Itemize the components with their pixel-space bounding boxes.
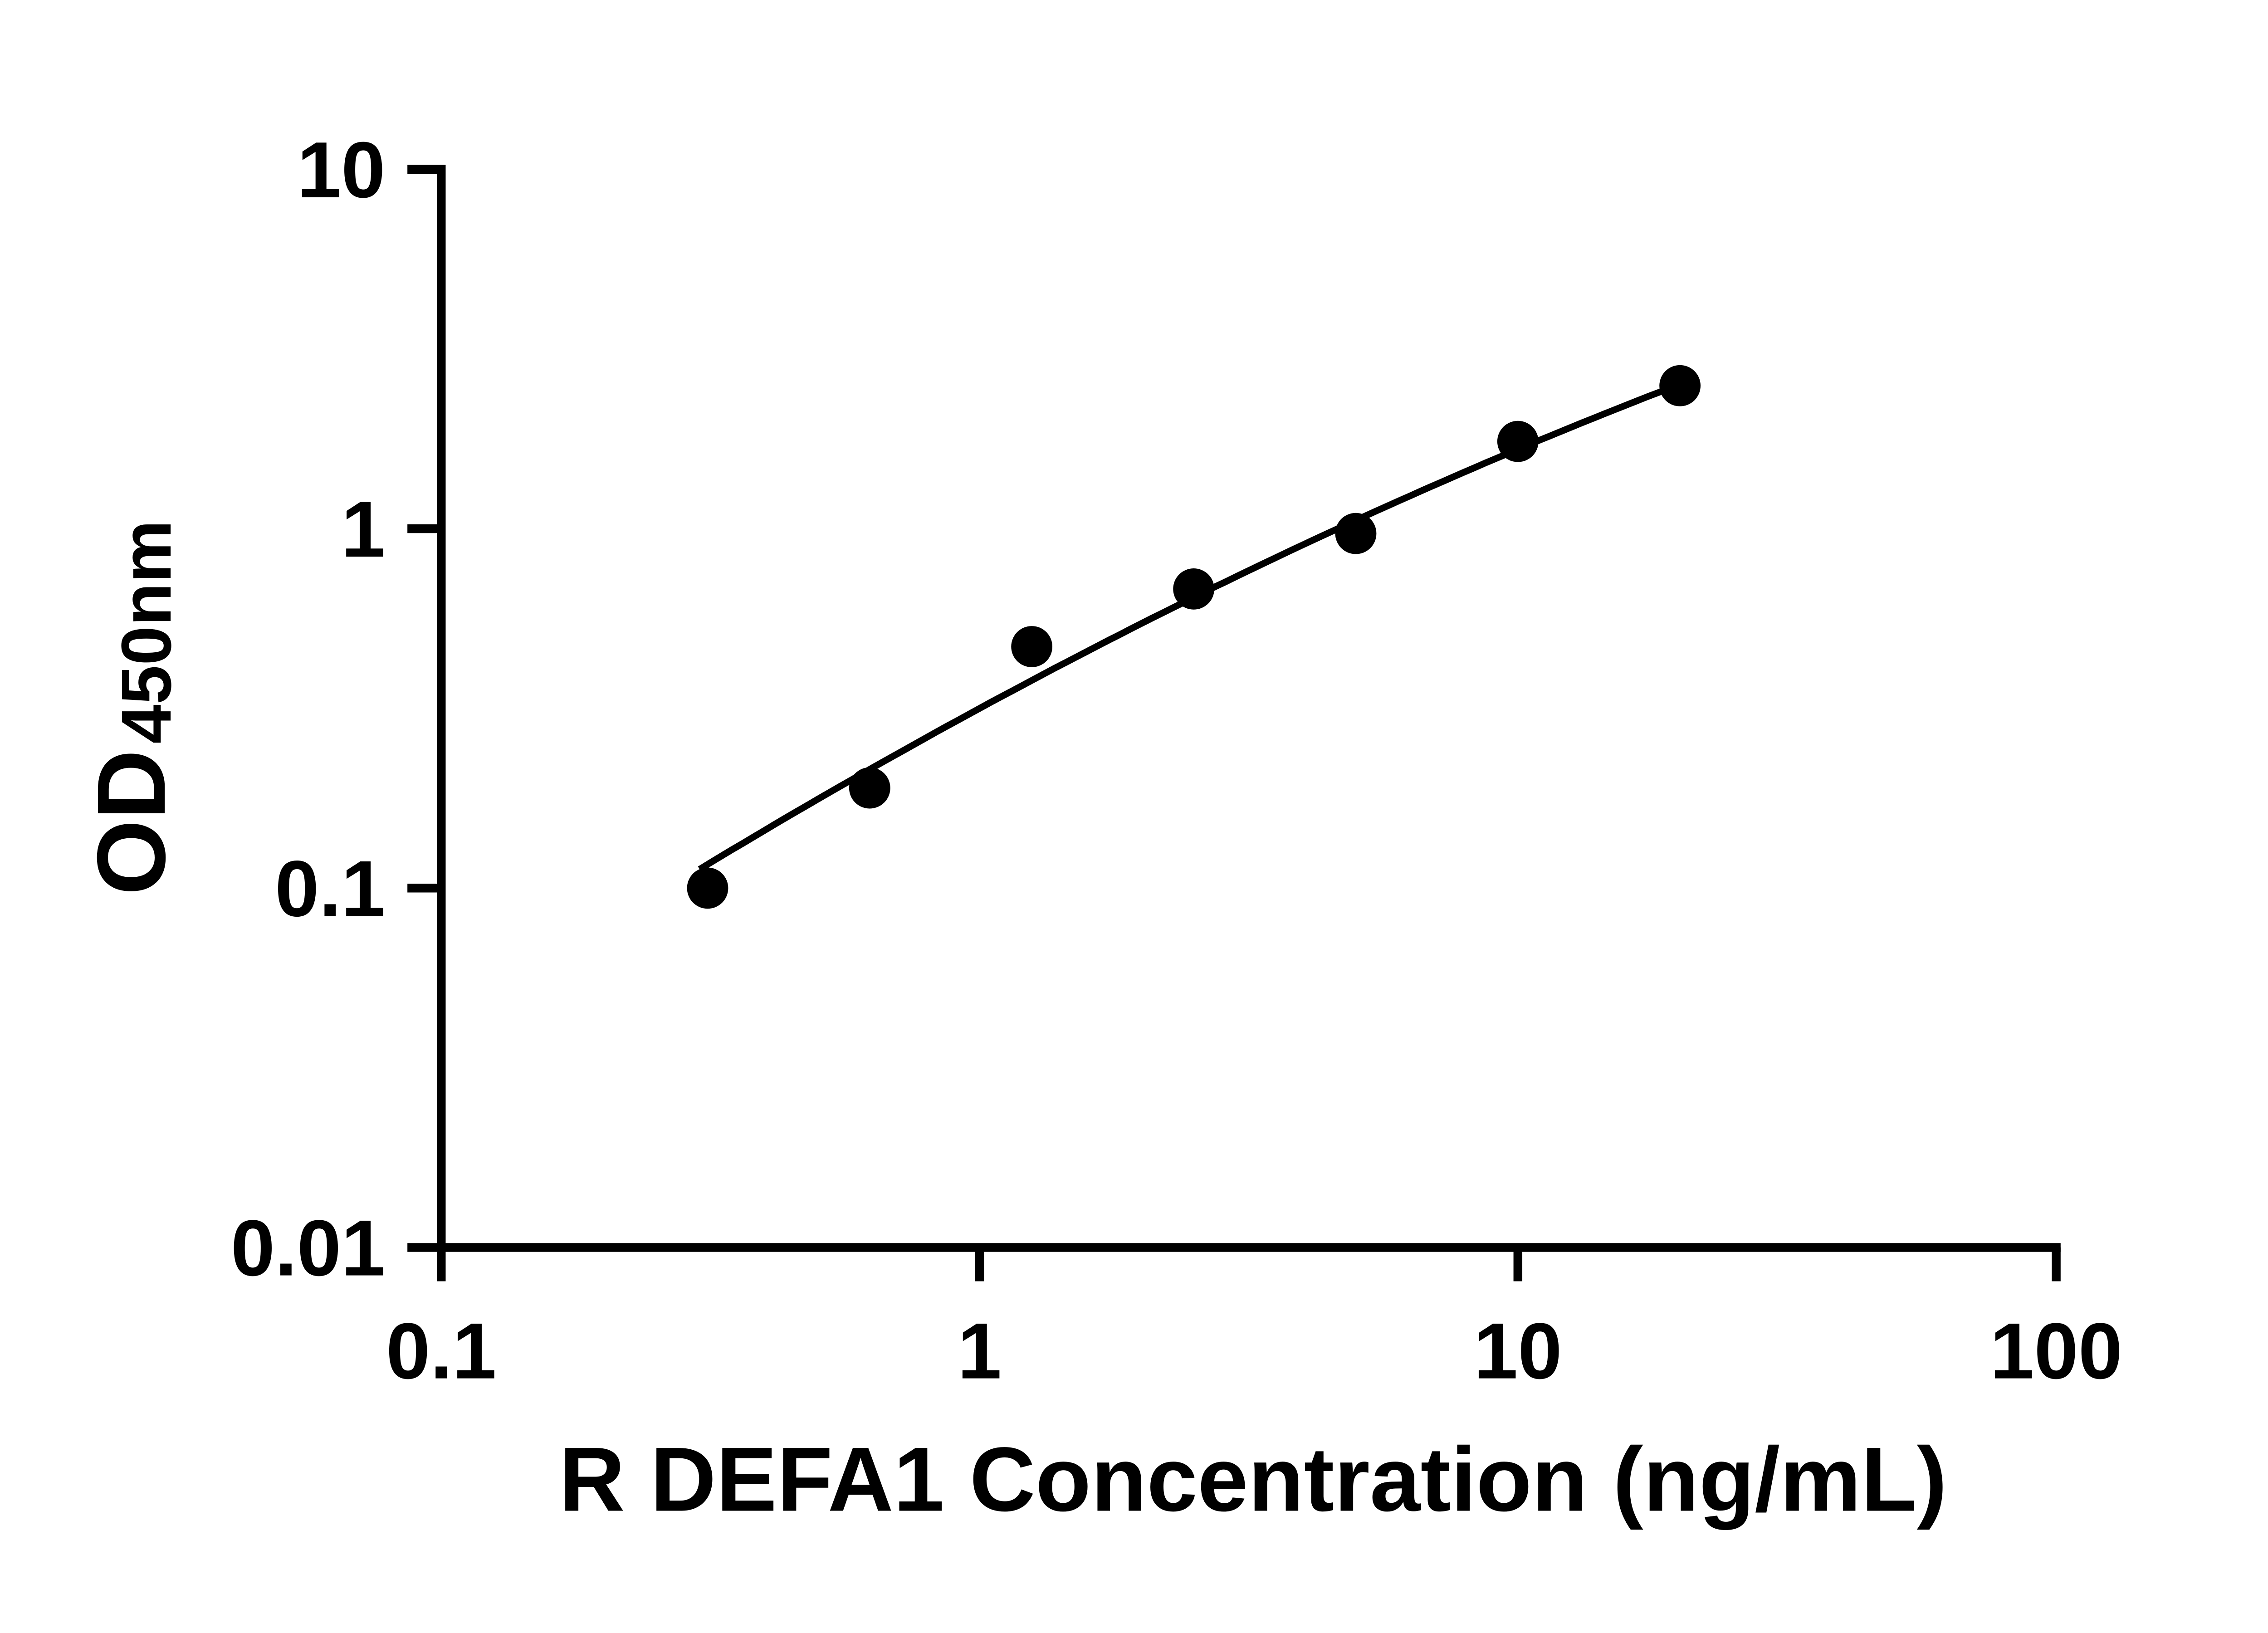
data-point bbox=[849, 767, 890, 809]
x-axis-title: R DEFA1 Concentration (ng/mL) bbox=[559, 1428, 1947, 1530]
fit-curve-group bbox=[698, 381, 1681, 872]
y-tick-label: 0.01 bbox=[231, 1204, 386, 1293]
y-tick-label: 10 bbox=[297, 126, 386, 215]
y-tick-label: 1 bbox=[341, 485, 385, 574]
y-axis-ticks: 0.01 0.1 1 10 bbox=[231, 126, 441, 1293]
x-tick-label: 0.1 bbox=[386, 1307, 496, 1396]
y-tick-label: 0.1 bbox=[275, 844, 385, 933]
data-point bbox=[1335, 513, 1377, 554]
x-axis-ticks: 0.1 1 10 100 bbox=[386, 1247, 2122, 1396]
x-tick-label: 1 bbox=[958, 1307, 1002, 1396]
data-point bbox=[1011, 626, 1053, 667]
data-point bbox=[1497, 420, 1539, 462]
fit-curve-path bbox=[698, 381, 1681, 872]
y-axis-title-subscript: 450nm bbox=[107, 520, 186, 744]
y-axis-title-main: OD bbox=[77, 750, 186, 895]
data-points-group bbox=[687, 365, 1701, 909]
data-point bbox=[687, 867, 728, 909]
data-point bbox=[1659, 365, 1701, 406]
y-axis-title: OD 450nm bbox=[77, 520, 186, 895]
data-point bbox=[1173, 568, 1215, 610]
x-tick-label: 100 bbox=[1990, 1307, 2122, 1396]
x-tick-label: 10 bbox=[1474, 1307, 1562, 1396]
